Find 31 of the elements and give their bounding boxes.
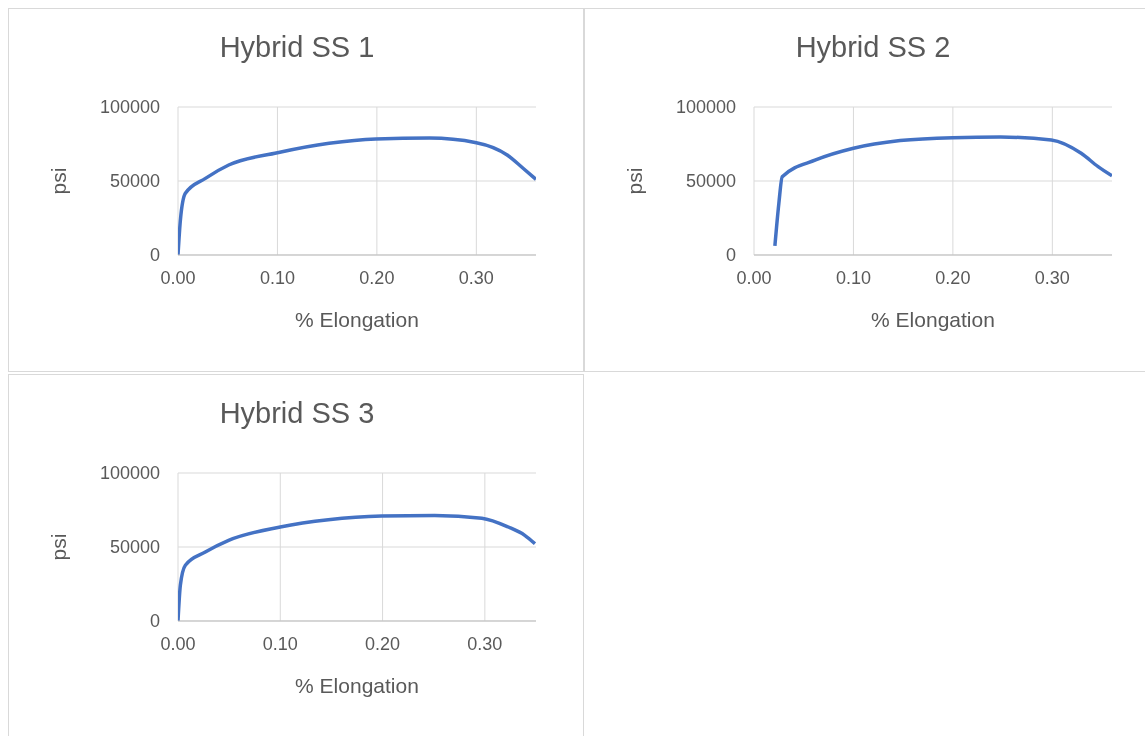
y-tick-label: 50000 [109, 537, 160, 558]
x-tick-label: 0.10 [835, 267, 871, 288]
x-tick-label: 0.20 [935, 267, 971, 288]
y-tick-label: 0 [149, 245, 160, 266]
y-axis-title: psi [47, 533, 71, 561]
y-tick-label: 100000 [99, 97, 160, 118]
x-tick-label: 0.20 [365, 633, 401, 654]
chart-title: Hybrid SS 3 [218, 397, 376, 430]
y-axis-title: psi [623, 167, 647, 195]
x-tick-label: 0.10 [259, 267, 295, 288]
x-axis-title: % Elongation [295, 674, 419, 697]
x-tick-label: 0.30 [1034, 267, 1070, 288]
line-series [773, 135, 1112, 248]
chart-title: Hybrid SS 2 [794, 31, 952, 64]
x-axis-title: % Elongation [295, 308, 419, 331]
x-axis-title: % Elongation [871, 308, 995, 331]
x-tick-label: 0.20 [359, 267, 395, 288]
y-tick-label: 50000 [685, 171, 736, 192]
x-tick-label: 0.00 [736, 267, 772, 288]
x-tick-label: 0.30 [467, 633, 503, 654]
x-tick-label: 0.10 [262, 633, 298, 654]
y-tick-label: 100000 [675, 97, 736, 118]
chart-title: Hybrid SS 1 [218, 31, 376, 64]
y-tick-label: 0 [149, 611, 160, 632]
y-axis-title: psi [47, 167, 71, 195]
x-tick-label: 0.30 [458, 267, 494, 288]
x-tick-label: 0.00 [160, 267, 196, 288]
x-tick-label: 0.00 [160, 633, 196, 654]
y-tick-label: 100000 [99, 463, 160, 484]
y-tick-label: 50000 [109, 171, 160, 192]
y-tick-label: 0 [725, 245, 736, 266]
